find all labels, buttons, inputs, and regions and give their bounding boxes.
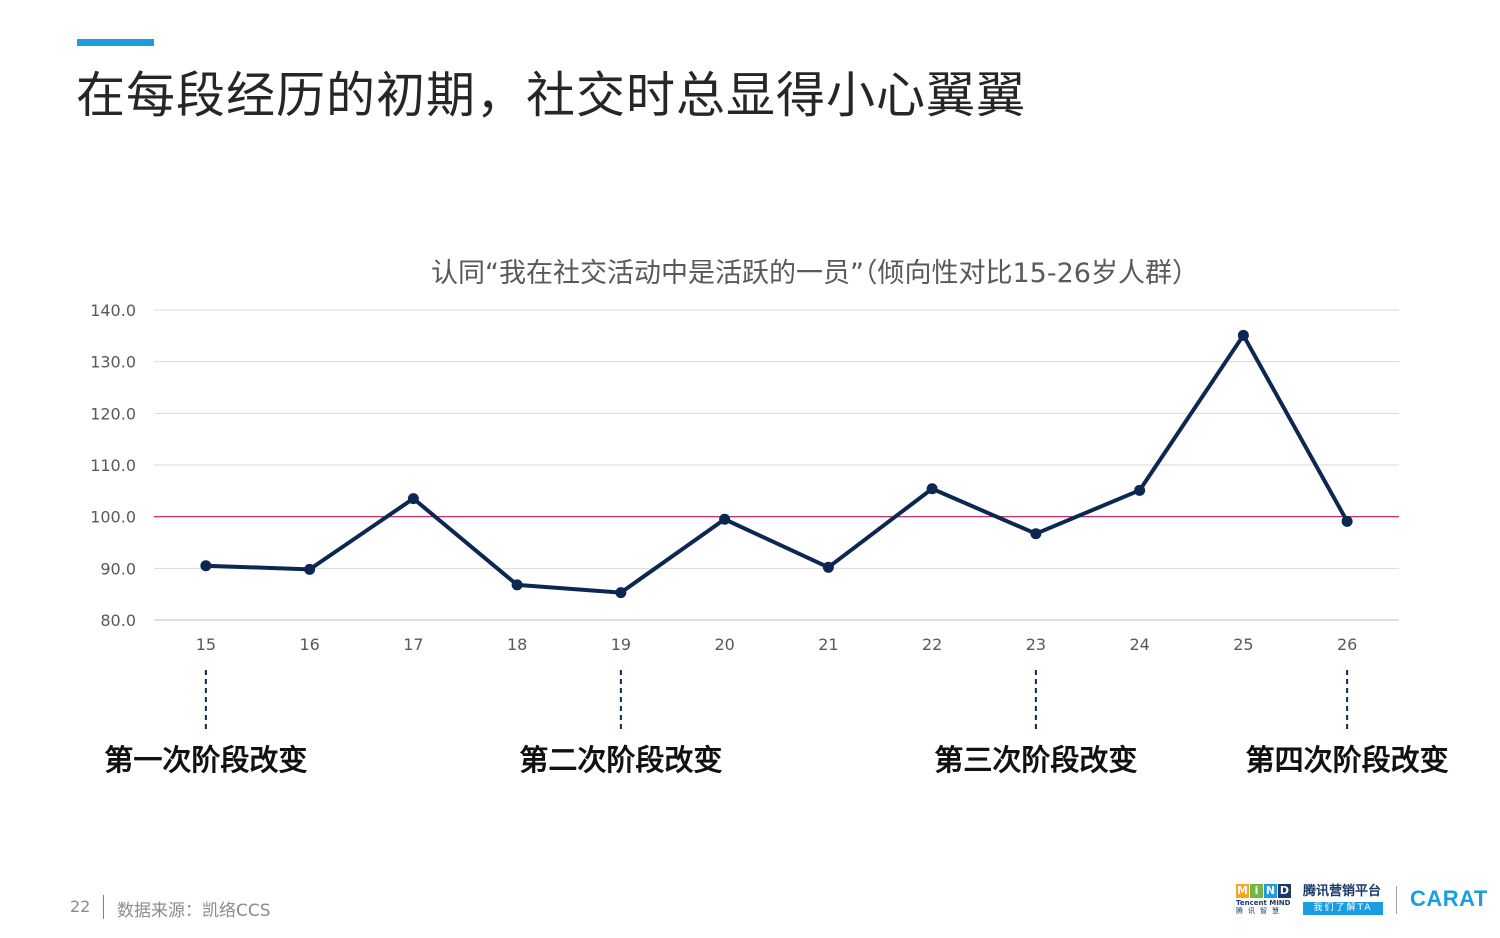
y-tick-label: 120.0	[90, 404, 136, 423]
page-title: 在每段经历的初期，社交时总显得小心翼翼	[76, 67, 1027, 124]
carat-logo: CARAT	[1410, 886, 1488, 911]
x-tick-label: 16	[299, 635, 319, 654]
title-accent-bar	[77, 39, 154, 46]
data-point	[822, 561, 834, 573]
x-tick-label: 26	[1337, 635, 1357, 654]
y-tick-label: 90.0	[100, 559, 136, 578]
y-tick-label: 100.0	[90, 508, 136, 527]
y-tick-label: 110.0	[90, 456, 136, 475]
data-point	[1237, 329, 1249, 341]
footer-divider	[103, 895, 104, 919]
data-point	[511, 579, 523, 591]
data-point	[926, 483, 938, 495]
data-source: 数据来源：凯络CCS	[117, 901, 271, 921]
chart-title: 认同“我在社交活动中是活跃的一员”（倾向性对比15-26岁人群）	[431, 258, 1199, 289]
data-point	[615, 587, 627, 599]
y-tick-label: 140.0	[90, 301, 136, 320]
logo-divider	[1396, 886, 1397, 914]
data-point	[304, 563, 316, 575]
mind-logo-subtitle-cn: 腾讯智慧	[1236, 907, 1284, 915]
stage-label: 第一次阶段改变	[104, 743, 308, 777]
mind-logo-letter: M	[1236, 884, 1249, 898]
x-tick-label: 24	[1129, 635, 1149, 654]
x-tick-label: 15	[196, 635, 216, 654]
tencent-marketing-logo: 腾讯营销平台 我们了解TA	[1303, 884, 1383, 915]
x-tick-label: 25	[1233, 635, 1253, 654]
data-point	[719, 513, 731, 525]
x-tick-label: 17	[403, 635, 423, 654]
mind-logo-letter: D	[1278, 884, 1291, 898]
stage-label: 第二次阶段改变	[519, 743, 723, 777]
stage-label: 第三次阶段改变	[934, 743, 1138, 777]
series-line	[205, 333, 1349, 595]
y-tick-label: 80.0	[100, 611, 136, 630]
tencent-logo-slogan: 我们了解TA	[1303, 902, 1383, 915]
mind-logo-subtitle: Tencent MIND	[1236, 899, 1291, 907]
x-tick-label: 22	[922, 635, 942, 654]
x-tick-label: 20	[714, 635, 734, 654]
data-point	[200, 560, 212, 572]
data-point	[1341, 515, 1353, 527]
stage-label: 第四次阶段改变	[1245, 743, 1449, 777]
x-tick-label: 18	[507, 635, 527, 654]
mind-logo-letter: N	[1264, 884, 1277, 898]
tencent-logo-title: 腾讯营销平台	[1303, 884, 1382, 899]
y-tick-label: 130.0	[90, 353, 136, 372]
x-tick-label: 19	[611, 635, 631, 654]
page-number: 22	[70, 897, 91, 916]
data-point	[1134, 484, 1146, 496]
mind-logo-letter: i	[1250, 884, 1263, 898]
data-point	[1030, 528, 1042, 540]
x-tick-label: 21	[818, 635, 838, 654]
x-tick-label: 23	[1026, 635, 1046, 654]
data-point	[407, 493, 419, 505]
